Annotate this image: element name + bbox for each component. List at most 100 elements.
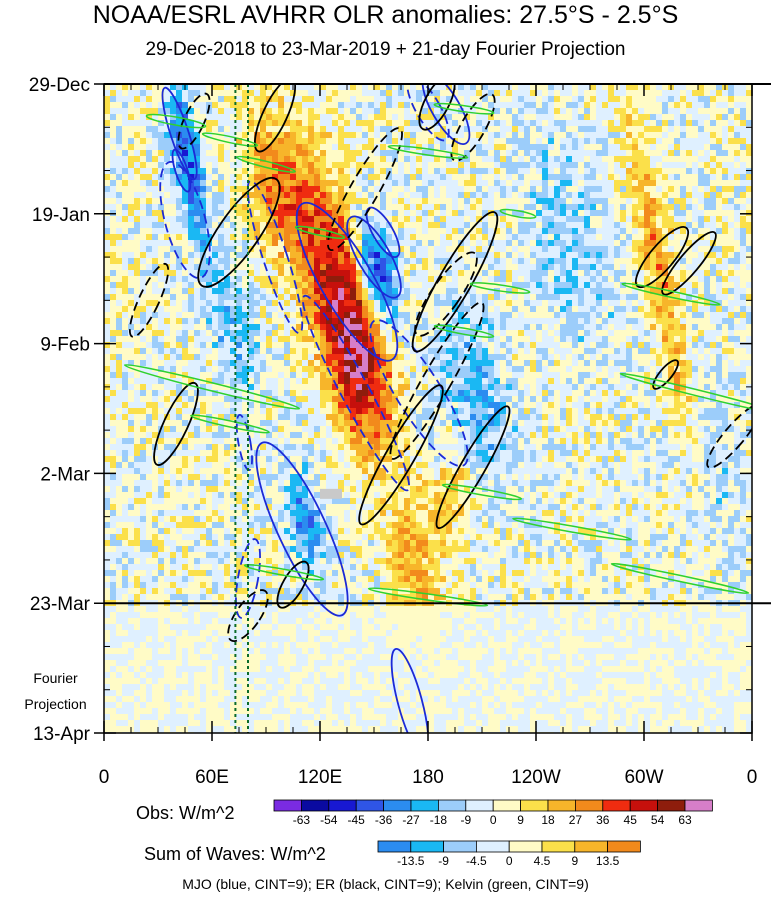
field-cell (164, 210, 171, 217)
field-cell (422, 222, 429, 229)
field-cell (662, 90, 669, 97)
field-cell (176, 294, 183, 301)
field-cell (296, 102, 303, 109)
field-cell (278, 150, 285, 157)
field-cell (224, 282, 231, 289)
field-cell (536, 348, 543, 355)
field-cell (728, 342, 735, 349)
field-cell (470, 210, 477, 217)
field-cell (500, 144, 507, 151)
field-cell (446, 330, 453, 337)
field-cell (494, 132, 501, 139)
field-cell (152, 330, 159, 337)
field-cell (656, 144, 663, 151)
field-cell (722, 336, 729, 343)
field-cell (332, 282, 339, 289)
field-cell (740, 168, 747, 175)
field-cell (164, 102, 171, 109)
field-cell (404, 192, 411, 199)
field-cell (194, 330, 201, 337)
field-cell (644, 114, 651, 121)
field-cell (488, 258, 495, 265)
field-cell (554, 216, 561, 223)
field-cell (560, 210, 567, 217)
field-cell (410, 216, 417, 223)
field-cell (452, 294, 459, 301)
field-cell (194, 240, 201, 247)
field-cell (122, 318, 129, 325)
field-cell (554, 342, 561, 349)
field-cell (590, 300, 597, 307)
field-cell (404, 210, 411, 217)
field-cell (110, 108, 117, 115)
field-cell (608, 132, 615, 139)
field-cell (548, 234, 555, 241)
field-cell (632, 348, 639, 355)
field-cell (248, 192, 255, 199)
field-cell (692, 180, 699, 187)
field-cell (230, 174, 237, 181)
field-cell (674, 330, 681, 337)
field-cell (566, 264, 573, 271)
field-cell (728, 228, 735, 235)
field-cell (242, 264, 249, 271)
field-cell (398, 126, 405, 133)
field-cell (194, 132, 201, 139)
field-cell (512, 138, 519, 145)
field-cell (536, 282, 543, 289)
field-cell (230, 312, 237, 319)
field-cell (242, 312, 249, 319)
field-cell (476, 312, 483, 319)
field-cell (446, 162, 453, 169)
field-cell (494, 144, 501, 151)
field-cell (674, 96, 681, 103)
field-cell (206, 222, 213, 229)
field-cell (134, 114, 141, 121)
field-cell (194, 186, 201, 193)
field-cell (482, 258, 489, 265)
field-cell (218, 348, 225, 355)
field-cell (308, 180, 315, 187)
field-cell (308, 132, 315, 139)
field-cell (554, 156, 561, 163)
field-cell (332, 222, 339, 229)
field-cell (170, 216, 177, 223)
field-cell (704, 234, 711, 241)
field-cell (146, 336, 153, 343)
field-cell (338, 222, 345, 229)
field-cell (104, 204, 111, 211)
field-cell (188, 210, 195, 217)
field-cell (326, 84, 333, 91)
field-cell (488, 228, 495, 235)
field-cell (554, 168, 561, 175)
field-cell (722, 180, 729, 187)
field-cell (398, 252, 405, 259)
field-cell (536, 300, 543, 307)
field-cell (110, 180, 117, 187)
field-cell (518, 204, 525, 211)
field-cell (572, 318, 579, 325)
field-cell (362, 96, 369, 103)
field-cell (602, 306, 609, 313)
field-cell (590, 120, 597, 127)
field-cell (608, 186, 615, 193)
field-cell (170, 336, 177, 343)
field-cell (668, 336, 675, 343)
field-cell (248, 264, 255, 271)
field-cell (230, 132, 237, 139)
field-cell (272, 300, 279, 307)
field-cell (614, 342, 621, 349)
field-cell (470, 258, 477, 265)
field-cell (362, 282, 369, 289)
field-cell (536, 336, 543, 343)
field-cell (104, 234, 111, 241)
field-cell (590, 138, 597, 145)
field-cell (134, 192, 141, 199)
field-cell (626, 108, 633, 115)
field-cell (416, 174, 423, 181)
field-cell (704, 168, 711, 175)
field-cell (116, 156, 123, 163)
field-cell (284, 264, 291, 271)
field-cell (428, 306, 435, 313)
field-cell (734, 312, 741, 319)
